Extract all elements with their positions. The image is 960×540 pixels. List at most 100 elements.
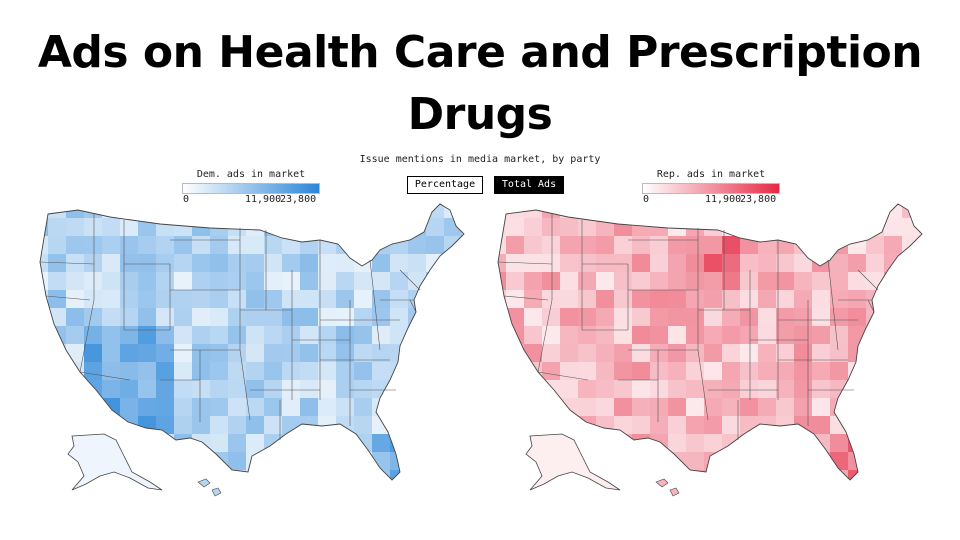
media-market-cell [66,308,84,326]
media-market-cell [210,272,228,290]
media-market-cell [30,344,48,362]
media-market-cell [156,200,174,218]
media-market-cell [138,236,156,254]
media-market-cell [372,200,390,218]
media-market-cell [210,452,228,470]
media-market-cell [650,416,668,434]
media-market-cell [138,290,156,308]
media-market-cell [300,488,318,506]
media-market-cell [776,452,794,470]
media-market-cell [884,272,902,290]
media-market-cell [84,362,102,380]
media-market-cell [668,398,686,416]
media-market-cell [210,398,228,416]
media-market-cell [884,470,902,488]
media-market-cell [156,398,174,416]
media-market-cell [704,380,722,398]
media-market-cell [192,254,210,272]
media-market-cell [426,470,444,488]
media-market-cell [408,416,426,434]
media-market-cell [848,254,866,272]
media-market-cell [758,362,776,380]
media-market-cell [614,290,632,308]
media-market-cell [318,254,336,272]
media-market-cell [668,362,686,380]
media-market-cell [390,254,408,272]
media-market-cell [902,452,920,470]
media-market-cell [408,254,426,272]
media-market-cell [812,362,830,380]
media-market-cell [390,380,408,398]
media-market-cell [542,380,560,398]
media-market-cell [120,308,138,326]
media-market-cell [30,398,48,416]
alaska-shape [68,434,162,490]
media-market-cell [192,344,210,362]
media-market-cell [120,398,138,416]
media-market-cell [776,218,794,236]
media-market-cell [488,470,506,488]
media-market-cell [138,398,156,416]
media-market-cell [506,200,524,218]
media-market-cell [722,344,740,362]
media-market-cell [848,200,866,218]
media-market-cell [174,344,192,362]
media-market-cell [578,200,596,218]
media-market-cell [210,290,228,308]
media-market-cell [740,272,758,290]
media-market-cell [318,272,336,290]
media-market-cell [156,380,174,398]
media-market-cell [210,434,228,452]
media-market-cell [264,308,282,326]
title-line-1: Ads on Health Care and Prescription [0,22,960,84]
media-market-cell [614,362,632,380]
media-market-cell [120,236,138,254]
media-market-cell [848,362,866,380]
media-market-cell [174,398,192,416]
total-ads-toggle-button[interactable]: Total Ads [494,176,564,194]
media-market-cell [506,362,524,380]
media-market-cell [488,452,506,470]
media-market-cell [902,218,920,236]
media-market-cell [210,362,228,380]
media-market-cell [120,290,138,308]
media-market-cell [102,362,120,380]
media-market-cell [228,416,246,434]
media-market-cell [866,200,884,218]
media-market-cell [282,362,300,380]
media-market-cell [506,470,524,488]
media-market-cell [282,326,300,344]
media-market-cell [632,326,650,344]
media-market-cell [740,380,758,398]
media-market-cell [246,380,264,398]
media-market-cell [372,290,390,308]
media-market-cell [264,488,282,506]
media-market-cell [138,416,156,434]
media-market-cell [48,308,66,326]
media-market-cell [354,308,372,326]
media-market-cell [48,398,66,416]
media-market-cell [650,380,668,398]
media-market-cell [740,434,758,452]
media-market-cell [686,254,704,272]
media-market-cell [704,308,722,326]
media-market-cell [30,380,48,398]
media-market-cell [192,308,210,326]
media-market-cell [30,452,48,470]
percentage-toggle-button[interactable]: Percentage [407,176,483,194]
media-market-cell [48,416,66,434]
media-market-cell [650,200,668,218]
media-market-cell [920,326,938,344]
media-market-cell [524,272,542,290]
media-market-cell [830,272,848,290]
media-market-cell [264,416,282,434]
media-market-cell [632,434,650,452]
media-market-cell [336,488,354,506]
media-market-cell [830,236,848,254]
media-market-cell [632,398,650,416]
media-market-cell [668,200,686,218]
media-market-cell [632,380,650,398]
media-market-cell [354,362,372,380]
media-market-cell [390,236,408,254]
media-market-cell [30,488,48,506]
